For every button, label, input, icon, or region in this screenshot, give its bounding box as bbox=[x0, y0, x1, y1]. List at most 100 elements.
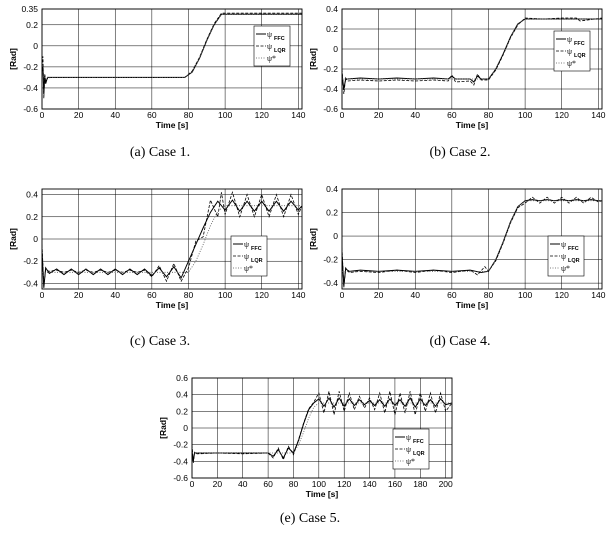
legend-sub-lqr: LQR bbox=[574, 53, 586, 59]
y-tick-label: 0.4 bbox=[176, 390, 188, 400]
x-tick-label: 140 bbox=[291, 290, 305, 300]
x-tick-label: 80 bbox=[184, 110, 194, 120]
legend-label-lqr: ψ bbox=[561, 252, 566, 261]
plot-frame bbox=[341, 188, 603, 290]
x-tick-label: 60 bbox=[263, 479, 273, 489]
x-tick-label: 20 bbox=[213, 479, 223, 489]
y-tick-label: 0.35 bbox=[21, 4, 38, 14]
series-line-ref bbox=[42, 205, 302, 273]
series-line-ref bbox=[42, 13, 302, 78]
x-tick-label: 120 bbox=[555, 110, 569, 120]
y-tick-label: 0.2 bbox=[176, 406, 188, 416]
series-group bbox=[192, 391, 452, 464]
x-tick-label: 140 bbox=[362, 479, 376, 489]
y-tick-label: -0.6 bbox=[323, 104, 338, 114]
x-tick-label: 160 bbox=[388, 479, 402, 489]
x-tick-label: 80 bbox=[289, 479, 299, 489]
series-group bbox=[42, 12, 302, 99]
x-tick-label: 40 bbox=[411, 110, 421, 120]
subplot-1: 0 20 40 60 80 100 120 140 -0.6 -0.4 -0.2 0 0.2 0.35 Ti… bbox=[8, 4, 306, 160]
y-tick-label: 0 bbox=[333, 44, 338, 54]
y-tick-label: 0 bbox=[333, 231, 338, 241]
series-line-lqr bbox=[342, 196, 602, 288]
legend-sub-lqr: LQR bbox=[568, 258, 580, 264]
x-tick-label: 40 bbox=[111, 290, 121, 300]
x-tick-label: 40 bbox=[238, 479, 248, 489]
series-line-ref bbox=[192, 402, 452, 454]
legend-label-lqr: ψ bbox=[567, 47, 572, 56]
x-tick-label: 0 bbox=[190, 479, 195, 489]
subfigure-caption: (e) Case 5. bbox=[280, 511, 340, 526]
x-tick-label: 100 bbox=[518, 110, 532, 120]
x-tick-label: 40 bbox=[411, 290, 421, 300]
legend-box bbox=[392, 428, 430, 470]
legend-label-ffc: ψ bbox=[267, 30, 272, 39]
x-tick-label: 40 bbox=[111, 110, 121, 120]
x-tick-label: 80 bbox=[484, 290, 494, 300]
x-axis-label: Time [s] bbox=[156, 300, 189, 310]
y-tick-label: 0 bbox=[33, 41, 38, 51]
y-axis-label: [Rad] bbox=[308, 228, 318, 250]
y-tick-label: -0.2 bbox=[323, 255, 338, 265]
y-tick-label: 0.4 bbox=[26, 190, 38, 200]
x-tick-label: 140 bbox=[291, 110, 305, 120]
legend-box bbox=[253, 25, 291, 67]
legend-label-ref: ψ* bbox=[567, 59, 576, 68]
x-axis-label: Time [s] bbox=[456, 120, 489, 130]
y-tick-label: -0.6 bbox=[173, 473, 188, 483]
x-tick-label: 60 bbox=[447, 110, 457, 120]
x-tick-label: 80 bbox=[184, 290, 194, 300]
legend-box bbox=[547, 235, 585, 277]
plot-frame bbox=[341, 8, 603, 110]
x-tick-label: 80 bbox=[484, 110, 494, 120]
y-tick-label: -0.4 bbox=[23, 278, 38, 288]
legend-label-ffc: ψ bbox=[244, 240, 249, 249]
y-tick-label: -0.2 bbox=[23, 62, 38, 72]
legend-label-ffc: ψ bbox=[567, 35, 572, 44]
x-tick-label: 140 bbox=[591, 290, 605, 300]
x-tick-label: 120 bbox=[337, 479, 351, 489]
legend-label-ffc: ψ bbox=[561, 240, 566, 249]
x-axis-label: Time [s] bbox=[156, 120, 189, 130]
x-tick-label: 180 bbox=[413, 479, 427, 489]
subplot-4: 0 20 40 60 80 100 120 140 -0.4 -0.2 0 0.2 0.4 Time [s… bbox=[308, 184, 606, 349]
x-tick-label: 60 bbox=[147, 110, 157, 120]
y-tick-label: 0.2 bbox=[26, 20, 38, 30]
x-tick-label: 0 bbox=[340, 110, 345, 120]
x-tick-label: 120 bbox=[555, 290, 569, 300]
subplot-5: 0 20 40 60 80 100 120 140 160 180 200 -0.6 -0.4 -0.2 0… bbox=[158, 373, 453, 526]
x-axis-label: Time [s] bbox=[456, 300, 489, 310]
subfigure-caption: (c) Case 3. bbox=[130, 334, 190, 349]
x-tick-label: 20 bbox=[74, 110, 84, 120]
y-tick-label: -0.4 bbox=[173, 456, 188, 466]
series-line-lqr bbox=[342, 17, 602, 95]
subfigure-caption: (a) Case 1. bbox=[130, 145, 190, 160]
y-tick-label: -0.4 bbox=[323, 278, 338, 288]
y-tick-label: 0 bbox=[183, 423, 188, 433]
legend-sub-lqr: LQR bbox=[274, 48, 286, 54]
legend-label-ffc: ψ bbox=[406, 433, 411, 442]
legend-label-ref: ψ* bbox=[244, 264, 253, 273]
legend-box bbox=[553, 30, 591, 72]
y-axis-label: [Rad] bbox=[308, 48, 318, 70]
x-tick-label: 20 bbox=[74, 290, 84, 300]
series-line-ffc bbox=[192, 397, 452, 462]
legend-label-lqr: ψ bbox=[244, 252, 249, 261]
x-tick-label: 120 bbox=[255, 110, 269, 120]
x-tick-label: 60 bbox=[447, 290, 457, 300]
series-group bbox=[342, 17, 602, 95]
subfigure-caption: (d) Case 4. bbox=[429, 334, 490, 349]
series-group bbox=[342, 196, 602, 288]
legend-sub-ffc: FFC bbox=[251, 246, 262, 252]
y-tick-label: -0.4 bbox=[323, 84, 338, 94]
legend-box bbox=[230, 235, 268, 277]
y-tick-label: 0.6 bbox=[176, 373, 188, 383]
series-line-ref bbox=[342, 200, 602, 272]
legend-sub-lqr: LQR bbox=[251, 258, 263, 264]
y-tick-label: 0.4 bbox=[326, 4, 338, 14]
legend-sub-ffc: FFC bbox=[413, 439, 424, 445]
